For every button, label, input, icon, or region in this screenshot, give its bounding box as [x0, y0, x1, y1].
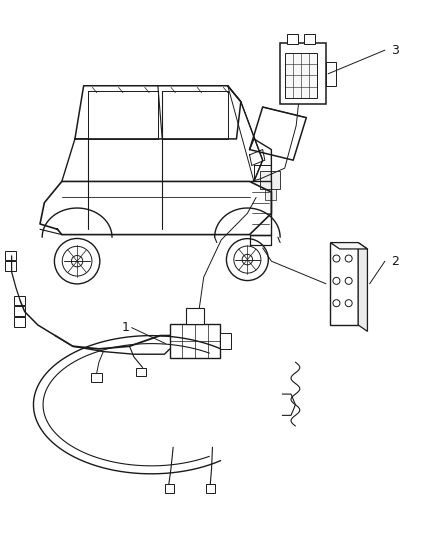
Text: 1: 1: [121, 321, 129, 334]
Bar: [165, 484, 174, 493]
Circle shape: [345, 300, 352, 306]
Text: 3: 3: [392, 44, 399, 56]
Bar: [280, 43, 326, 104]
Circle shape: [71, 255, 83, 267]
Bar: [326, 62, 336, 86]
Circle shape: [54, 238, 100, 284]
Circle shape: [345, 255, 352, 262]
Bar: [265, 189, 276, 200]
Bar: [14, 296, 25, 305]
Circle shape: [333, 277, 340, 284]
Circle shape: [234, 246, 261, 273]
Text: 2: 2: [392, 255, 399, 268]
Bar: [14, 306, 25, 316]
Bar: [330, 243, 358, 325]
Circle shape: [226, 239, 268, 280]
Circle shape: [333, 255, 340, 262]
Circle shape: [345, 277, 352, 284]
Bar: [170, 324, 220, 358]
Bar: [186, 308, 204, 324]
Bar: [220, 333, 231, 349]
Bar: [304, 34, 315, 44]
Circle shape: [62, 246, 92, 276]
Polygon shape: [330, 243, 367, 249]
Bar: [14, 317, 25, 327]
Bar: [286, 53, 317, 98]
Polygon shape: [358, 243, 367, 332]
Circle shape: [333, 300, 340, 306]
Bar: [136, 368, 146, 376]
Bar: [5, 261, 16, 271]
Bar: [287, 34, 297, 44]
Bar: [91, 373, 102, 382]
Circle shape: [242, 254, 253, 265]
Bar: [261, 171, 280, 189]
Bar: [206, 484, 215, 493]
Bar: [5, 251, 16, 260]
